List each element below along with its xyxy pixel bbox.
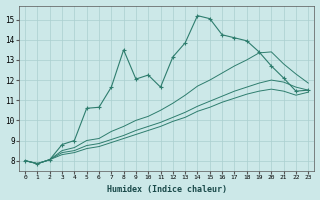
X-axis label: Humidex (Indice chaleur): Humidex (Indice chaleur) [107, 185, 227, 194]
